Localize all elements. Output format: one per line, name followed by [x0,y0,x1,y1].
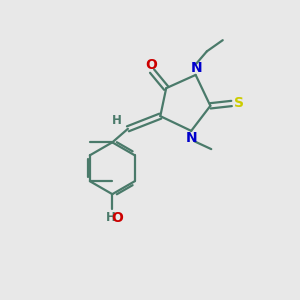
Text: O: O [145,58,157,72]
Text: H: H [112,114,122,127]
Text: H: H [106,211,116,224]
Text: S: S [234,96,244,110]
Text: N: N [190,61,202,75]
Text: N: N [186,131,198,145]
Text: O: O [112,211,124,225]
